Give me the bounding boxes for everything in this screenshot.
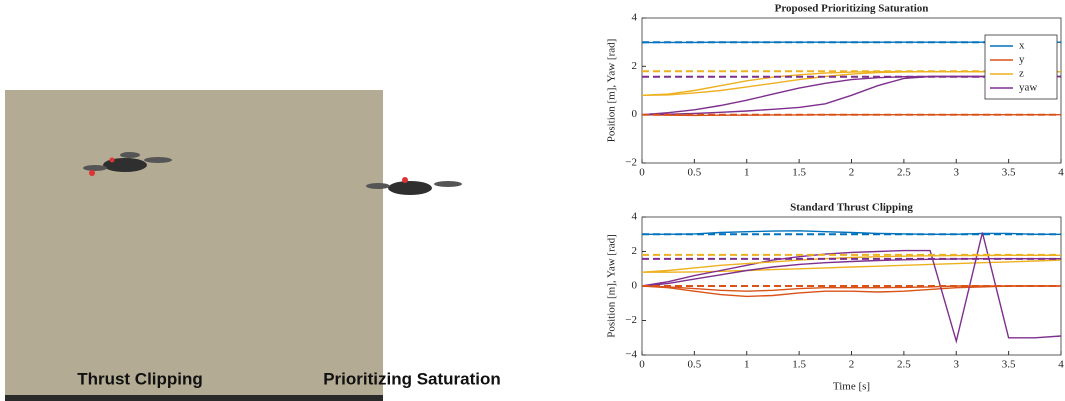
x-tick-label: 1	[744, 359, 750, 371]
legend-label: z	[1019, 68, 1024, 80]
x-tick-label: 0.5	[688, 359, 702, 371]
photo-background	[5, 90, 383, 401]
chart-title: Proposed Prioritizing Saturation	[775, 3, 929, 15]
x-tick-label: 0	[639, 359, 645, 371]
x-tick-label: 3.5	[1002, 167, 1016, 179]
x-tick-label: 2.5	[897, 359, 911, 371]
chart: Standard Thrust Clipping 0 0.5 1 1.5 2 2.5 3 3.5…	[606, 202, 1065, 393]
y-axis-label: Position [m], Yaw [rad]	[606, 234, 618, 338]
x-axis-label: Time [s]	[833, 381, 870, 393]
legend-label: yaw	[1019, 82, 1037, 94]
y-tick-label: 0	[632, 280, 638, 292]
x-tick-label: 0.5	[688, 167, 702, 179]
figure-canvas: Thrust Clipping Prioritizing Saturation …	[0, 0, 1065, 401]
chart-title: Standard Thrust Clipping	[790, 202, 913, 214]
x-tick-label: 1	[744, 167, 750, 179]
x-tick-label: 4	[1058, 167, 1064, 179]
x-tick-label: 4	[1058, 359, 1064, 371]
y-tick-label: 2	[632, 245, 638, 257]
photo-floor	[5, 395, 383, 401]
y-tick-label: 2	[632, 60, 638, 72]
x-tick-label: 3	[954, 359, 960, 371]
x-tick-label: 2	[849, 167, 855, 179]
x-tick-label: 2.5	[897, 167, 911, 179]
y-tick-label: −4	[625, 349, 637, 361]
figure: Thrust Clipping Prioritizing Saturation …	[0, 0, 1065, 401]
x-tick-label: 2	[849, 359, 855, 371]
y-axis-label: Position [m], Yaw [rad]	[606, 39, 618, 143]
x-tick-label: 3	[954, 167, 960, 179]
x-tick-label: 1.5	[792, 359, 806, 371]
legend-label: x	[1019, 40, 1025, 52]
x-tick-label: 1.5	[792, 167, 806, 179]
y-tick-label: 0	[632, 108, 638, 120]
legend: xyz yaw	[985, 35, 1057, 99]
photo-caption: Thrust Clipping	[77, 369, 203, 388]
y-tick-label: −2	[625, 314, 637, 326]
photo-caption: Prioritizing Saturation	[323, 369, 501, 388]
y-tick-label: −2	[625, 157, 637, 169]
y-tick-label: 4	[632, 211, 638, 223]
legend-label: y	[1019, 54, 1025, 66]
x-tick-label: 0	[639, 167, 645, 179]
y-tick-label: 4	[632, 12, 638, 24]
x-tick-label: 3.5	[1002, 359, 1016, 371]
photo: Thrust Clipping Prioritizing Saturation	[5, 90, 501, 401]
chart: Proposed Prioritizing Saturation 0 0.5 1 1.5…	[606, 3, 1065, 179]
